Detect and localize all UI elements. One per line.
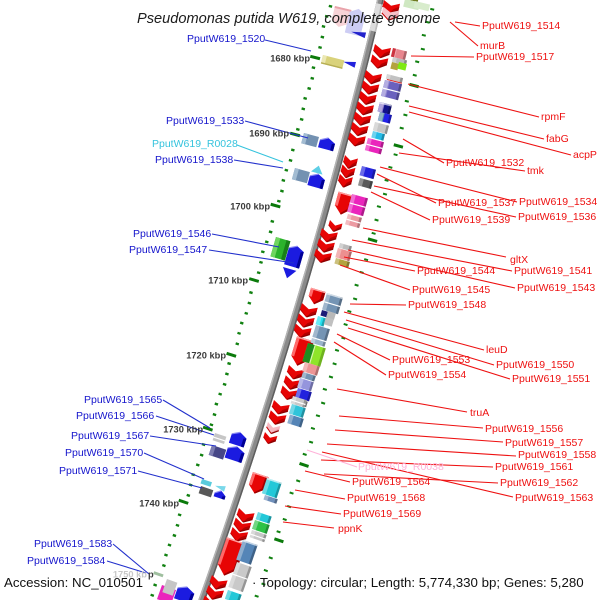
svg-text:PputW619_1565: PputW619_1565	[84, 394, 162, 406]
svg-text:acpP: acpP	[573, 149, 597, 161]
svg-text:rpmF: rpmF	[541, 111, 566, 123]
svg-text:PputW619_1567: PputW619_1567	[71, 430, 149, 442]
svg-text:PputW619_1536: PputW619_1536	[518, 211, 596, 223]
svg-text:1730 kbp: 1730 kbp	[163, 425, 203, 435]
svg-text:PputW619_1533: PputW619_1533	[166, 115, 244, 127]
svg-text:gltX: gltX	[510, 254, 528, 266]
svg-text:PputW619_1568: PputW619_1568	[347, 492, 425, 504]
svg-text:PputW619_1553: PputW619_1553	[392, 354, 470, 366]
svg-text:PputW619_1566: PputW619_1566	[76, 410, 154, 422]
svg-text:Pseudomonas putida W619, compl: Pseudomonas putida W619, complete genome	[137, 11, 440, 27]
svg-text:truA: truA	[470, 407, 489, 419]
svg-text:1720 kbp: 1720 kbp	[186, 351, 226, 361]
svg-text:PputW619_R0028: PputW619_R0028	[152, 138, 238, 150]
svg-text:murB: murB	[480, 40, 505, 52]
svg-text:PputW619_1548: PputW619_1548	[408, 299, 486, 311]
svg-text:PputW619_1570: PputW619_1570	[65, 447, 143, 459]
svg-text:PputW619_1571: PputW619_1571	[59, 465, 137, 477]
svg-text:PputW619_1539: PputW619_1539	[432, 214, 510, 226]
svg-text:PputW619_1532: PputW619_1532	[446, 157, 524, 169]
svg-text:ppnK: ppnK	[338, 523, 363, 535]
svg-text:1700 kbp: 1700 kbp	[230, 202, 270, 212]
svg-text:1680 kbp: 1680 kbp	[270, 54, 310, 64]
svg-text:PputW619_1544: PputW619_1544	[417, 265, 495, 277]
svg-text:1750 kb: 1750 kb	[113, 570, 147, 580]
svg-text:PputW619_1564: PputW619_1564	[352, 476, 430, 488]
svg-text:PputW619_1569: PputW619_1569	[343, 508, 421, 520]
svg-text:PputW619_1534: PputW619_1534	[519, 196, 597, 208]
svg-text:tmk: tmk	[527, 165, 545, 177]
svg-text:· Topology: circular; Length:: · Topology: circular; Length: 5,774,330 …	[252, 575, 584, 590]
svg-text:PputW619_1520: PputW619_1520	[187, 33, 265, 45]
svg-text:PputW619_1541: PputW619_1541	[514, 265, 592, 277]
svg-text:PputW619_1554: PputW619_1554	[388, 369, 466, 381]
svg-text:PputW619_1556: PputW619_1556	[485, 423, 563, 435]
svg-text:PputW619_1563: PputW619_1563	[515, 492, 593, 504]
svg-text:PputW619_1561: PputW619_1561	[495, 461, 573, 473]
svg-text:PputW619_1583: PputW619_1583	[34, 538, 112, 550]
svg-text:PputW619_1550: PputW619_1550	[496, 359, 574, 371]
svg-text:PputW619_1557: PputW619_1557	[505, 437, 583, 449]
svg-text:PputW619_1543: PputW619_1543	[517, 282, 595, 294]
svg-text:PputW619_1538: PputW619_1538	[155, 154, 233, 166]
svg-text:PputW619_1546: PputW619_1546	[133, 228, 211, 240]
svg-text:PputW619_1547: PputW619_1547	[129, 244, 207, 256]
svg-text:PputW619_1551: PputW619_1551	[512, 373, 590, 385]
svg-text:1690 kbp: 1690 kbp	[249, 129, 289, 139]
svg-text:1710 kbp: 1710 kbp	[208, 276, 248, 286]
svg-text:PputW619_1514: PputW619_1514	[482, 20, 560, 32]
svg-text:PputW619_1562: PputW619_1562	[500, 477, 578, 489]
svg-text:p: p	[148, 570, 154, 580]
svg-text:PputW619_1545: PputW619_1545	[412, 284, 490, 296]
svg-text:fabG: fabG	[546, 133, 569, 145]
svg-text:PputW619_R0038: PputW619_R0038	[358, 461, 444, 473]
svg-text:PputW619_1517: PputW619_1517	[476, 51, 554, 63]
svg-text:PputW619_1537: PputW619_1537	[438, 197, 516, 209]
svg-text:PputW619_1558: PputW619_1558	[518, 449, 596, 461]
svg-text:1740 kbp: 1740 kbp	[139, 499, 179, 509]
svg-text:leuD: leuD	[486, 344, 508, 356]
svg-text:PputW619_1584: PputW619_1584	[27, 555, 105, 567]
svg-text:Accession: NC_010501: Accession: NC_010501	[4, 575, 143, 590]
